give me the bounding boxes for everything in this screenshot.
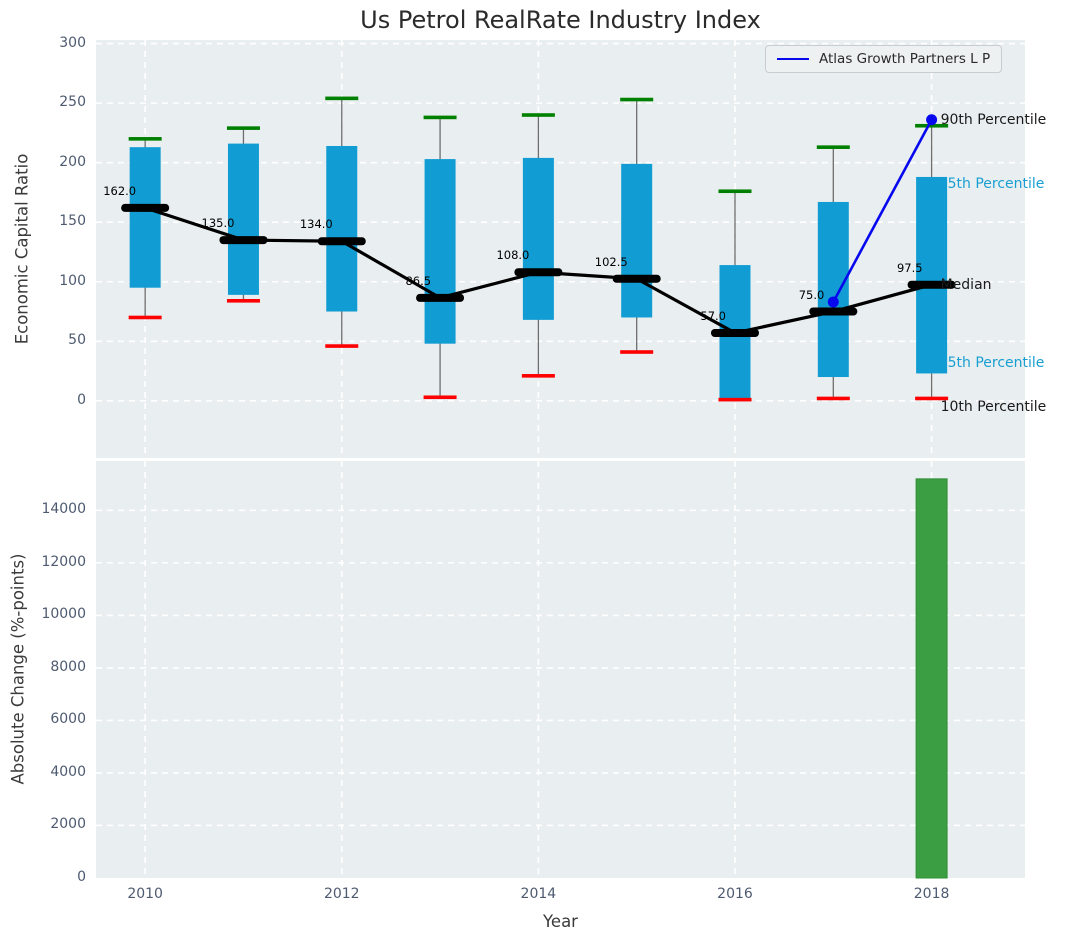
median-annotation-2014: 108.0 — [496, 248, 530, 263]
p10-cap-2015 — [620, 350, 654, 354]
fund-point-2017 — [827, 296, 839, 308]
median-annotation-2011: 135.0 — [201, 216, 235, 231]
p10-cap-2011 — [226, 299, 260, 303]
x-tick-label: 2018 — [913, 886, 950, 902]
y-tick-label: 14000 — [41, 501, 86, 518]
x-tick-label: 2012 — [323, 886, 360, 902]
y-tick-label: 2000 — [50, 816, 86, 833]
y-tick-label: 150 — [59, 213, 86, 230]
box-2012 — [326, 145, 358, 312]
legend-label: Atlas Growth Partners L P — [819, 51, 991, 67]
p90-cap-2011 — [226, 126, 260, 130]
median-annotation-2016: 57.0 — [700, 308, 726, 323]
x-axis-label: Year — [543, 912, 578, 931]
p90-cap-2013 — [423, 115, 457, 120]
median-bar-2018 — [907, 280, 956, 289]
box-2010 — [129, 147, 161, 288]
box-2017 — [817, 201, 849, 378]
median-annotation-2013: 86.5 — [405, 273, 432, 288]
p90-cap-2016 — [718, 189, 752, 194]
box-2018 — [916, 176, 948, 374]
y-tick-label: 8000 — [50, 658, 86, 675]
median-bar-2012 — [317, 237, 366, 246]
p10-cap-2013 — [423, 395, 457, 400]
median-bar-2016 — [710, 328, 759, 337]
y-tick-label: 250 — [59, 94, 86, 111]
boxplot-canvas — [96, 40, 1025, 458]
y-tick-label: 0 — [77, 391, 86, 408]
p10-cap-2018 — [915, 396, 949, 401]
y-tick-label: 50 — [68, 332, 86, 349]
y-tick-label: 4000 — [50, 763, 86, 780]
y-axis-label-top: Economic Capital Ratio — [12, 153, 32, 345]
change-bar-2018 — [915, 478, 948, 879]
y-tick-label: 10000 — [41, 606, 86, 623]
y-tick-label: 12000 — [41, 553, 86, 570]
p90-cap-2014 — [521, 113, 555, 117]
median-annotation-2018: 97.5 — [896, 260, 923, 275]
x-tick-label: 2010 — [127, 886, 163, 902]
p90-cap-2017 — [816, 145, 850, 149]
side-label: 5th Percentile — [947, 354, 1045, 371]
p90-cap-2018 — [915, 123, 949, 128]
p10-cap-2012 — [325, 344, 359, 348]
y-tick-label: 6000 — [50, 711, 86, 728]
top-axes-boxplot — [96, 40, 1025, 458]
median-bar-2017 — [809, 307, 858, 316]
y-tick-label: 200 — [59, 153, 86, 170]
p90-cap-2015 — [620, 97, 654, 102]
median-annotation-2012: 134.0 — [299, 217, 333, 232]
y-tick-label: 100 — [59, 272, 86, 289]
side-label: Median — [940, 276, 992, 293]
p90-cap-2010 — [128, 137, 162, 141]
box-2014 — [522, 157, 554, 320]
median-bar-2014 — [514, 268, 563, 277]
fund-line — [832, 119, 933, 303]
median-bar-2011 — [219, 236, 268, 245]
y-tick-label: 300 — [59, 34, 86, 51]
side-label: 5th Percentile — [947, 176, 1045, 193]
y-tick-label: 0 — [77, 869, 86, 885]
side-label: 90th Percentile — [940, 111, 1047, 128]
p90-cap-2012 — [325, 96, 359, 101]
p10-cap-2017 — [816, 396, 850, 401]
box-2011 — [227, 143, 259, 295]
x-tick-label: 2014 — [520, 886, 557, 902]
bar-canvas — [96, 461, 1025, 879]
fund-point-2018 — [926, 114, 938, 126]
median-bar-2013 — [416, 293, 465, 302]
bottom-axes-bar — [96, 461, 1025, 879]
side-label: 10th Percentile — [940, 398, 1047, 415]
legend: Atlas Growth Partners L P — [765, 45, 1003, 73]
median-annotation-2010: 162.0 — [103, 183, 137, 198]
p10-cap-2014 — [521, 374, 555, 378]
x-tick-label: 2016 — [717, 886, 753, 902]
median-bar-2010 — [121, 203, 170, 212]
p10-cap-2010 — [128, 315, 162, 320]
chart-title: Us Petrol RealRate Industry Index — [360, 6, 761, 34]
legend-line-sample — [777, 58, 809, 60]
median-annotation-2017: 75.0 — [798, 287, 825, 302]
box-2013 — [424, 159, 456, 344]
box-2015 — [621, 163, 653, 318]
median-annotation-2015: 102.5 — [594, 254, 628, 269]
median-bar-2015 — [612, 274, 661, 283]
p10-cap-2016 — [718, 397, 752, 402]
